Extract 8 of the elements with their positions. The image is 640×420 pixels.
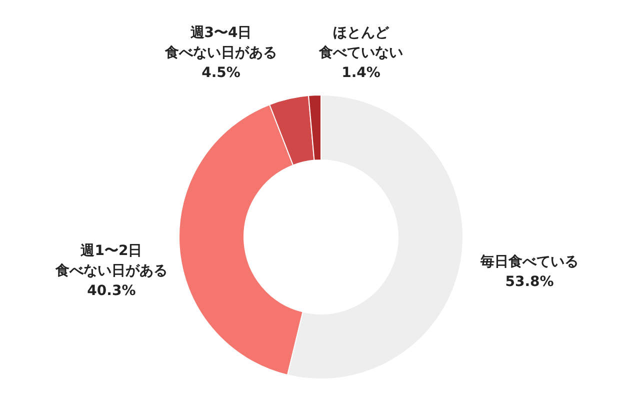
slice-label: 週3〜4日食べない日がある [164,25,277,61]
data-label: 53.8% [505,274,554,290]
data-label: 1.4% [342,65,380,81]
slice-label: 毎日食べている [480,254,579,270]
data-label: 4.5% [202,65,240,81]
data-label: 40.3% [87,282,136,299]
slice-label: 週1〜2日食べない日がある [54,242,168,279]
slice-label: ほとんど食べていない [318,25,403,61]
